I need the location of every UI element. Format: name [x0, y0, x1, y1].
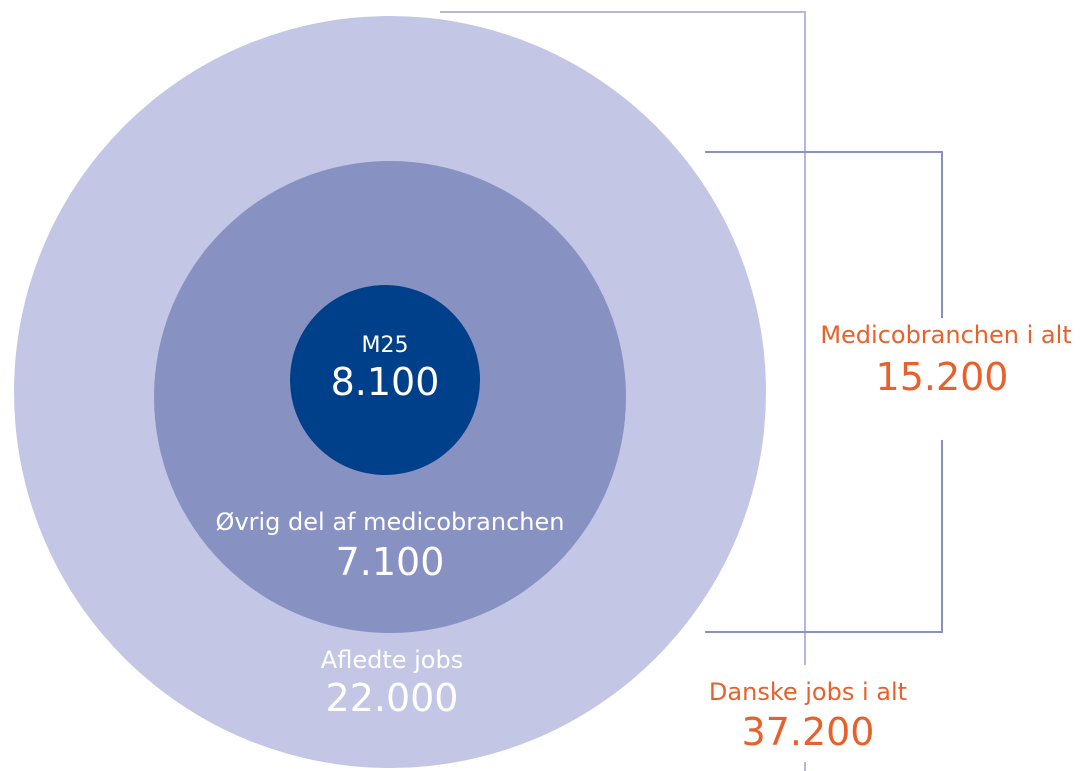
bracket-line — [705, 440, 943, 633]
node-label: Øvrig del af medicobranchen — [216, 508, 565, 536]
node-label: M25 — [362, 333, 409, 358]
node-value: 7.100 — [336, 540, 445, 584]
node-label: Afledte jobs — [321, 646, 463, 674]
total-label: Medicobranchen i alt — [820, 321, 1071, 349]
total-value: 15.200 — [876, 355, 1009, 399]
total-value: 37.200 — [742, 710, 875, 754]
inner-circle — [290, 285, 480, 475]
node-value: 8.100 — [331, 360, 440, 404]
total-label: Danske jobs i alt — [709, 678, 907, 706]
node-value: 22.000 — [326, 676, 459, 720]
bracket-line — [705, 151, 943, 318]
